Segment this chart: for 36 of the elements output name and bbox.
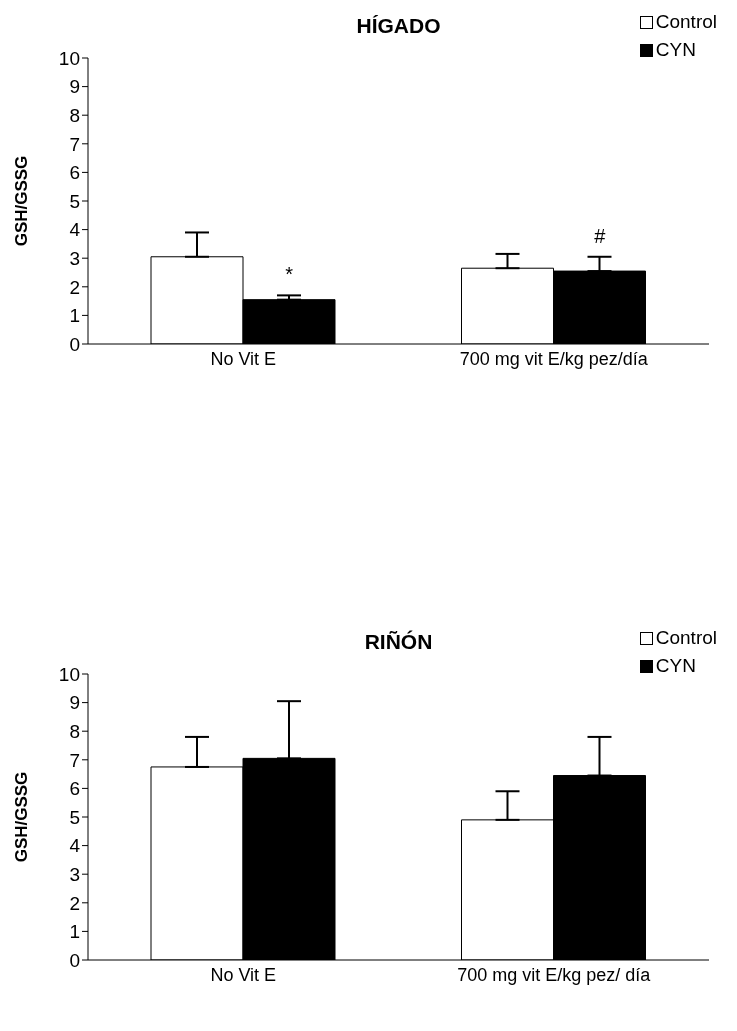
y-tick-label: 3 [69, 863, 80, 885]
y-tick-label: 3 [69, 247, 80, 269]
x-tick-label: 700 mg vit E/kg pez/día [459, 348, 649, 369]
y-tick-label: 7 [69, 133, 80, 155]
y-tick-label: 0 [69, 949, 80, 971]
y-tick-label: 8 [69, 720, 80, 742]
y-tick-label: 9 [69, 76, 80, 98]
y-tick-label: 2 [69, 892, 80, 914]
y-tick-label: 1 [69, 921, 80, 943]
y-tick-label: 2 [69, 276, 80, 298]
y-tick-label: 4 [69, 835, 81, 857]
y-tick-label: 10 [58, 663, 80, 685]
y-tick-label: 8 [69, 104, 80, 126]
y-tick-label: 4 [69, 219, 81, 241]
legend-label: Control [655, 11, 717, 33]
y-tick-label: 1 [69, 305, 80, 327]
legend-label: CYN [655, 655, 696, 677]
y-tick-label: 10 [58, 47, 80, 69]
chart-title: RIÑÓN [364, 630, 433, 653]
y-tick-label: 0 [69, 333, 80, 355]
y-tick-label: 6 [69, 162, 80, 184]
y-tick-label: 6 [69, 778, 80, 800]
y-tick-label: 5 [69, 190, 80, 212]
legend-label: CYN [655, 39, 696, 61]
y-tick-label: 7 [69, 749, 80, 771]
x-tick-label: No Vit E [210, 348, 277, 369]
y-axis-title: GSH/GSSG [12, 771, 32, 863]
y-tick-label: 5 [69, 806, 80, 828]
annotation: # [594, 224, 607, 247]
legend-label: Control [655, 627, 717, 649]
x-tick-label: 700 mg vit E/kg pez/ día [457, 964, 652, 985]
y-tick-label: 9 [69, 692, 80, 714]
x-tick-label: No Vit E [210, 964, 277, 985]
chart-title: HÍGADO [356, 14, 441, 37]
annotation: * [285, 263, 294, 286]
y-axis-title: GSH/GSSG [12, 155, 32, 247]
